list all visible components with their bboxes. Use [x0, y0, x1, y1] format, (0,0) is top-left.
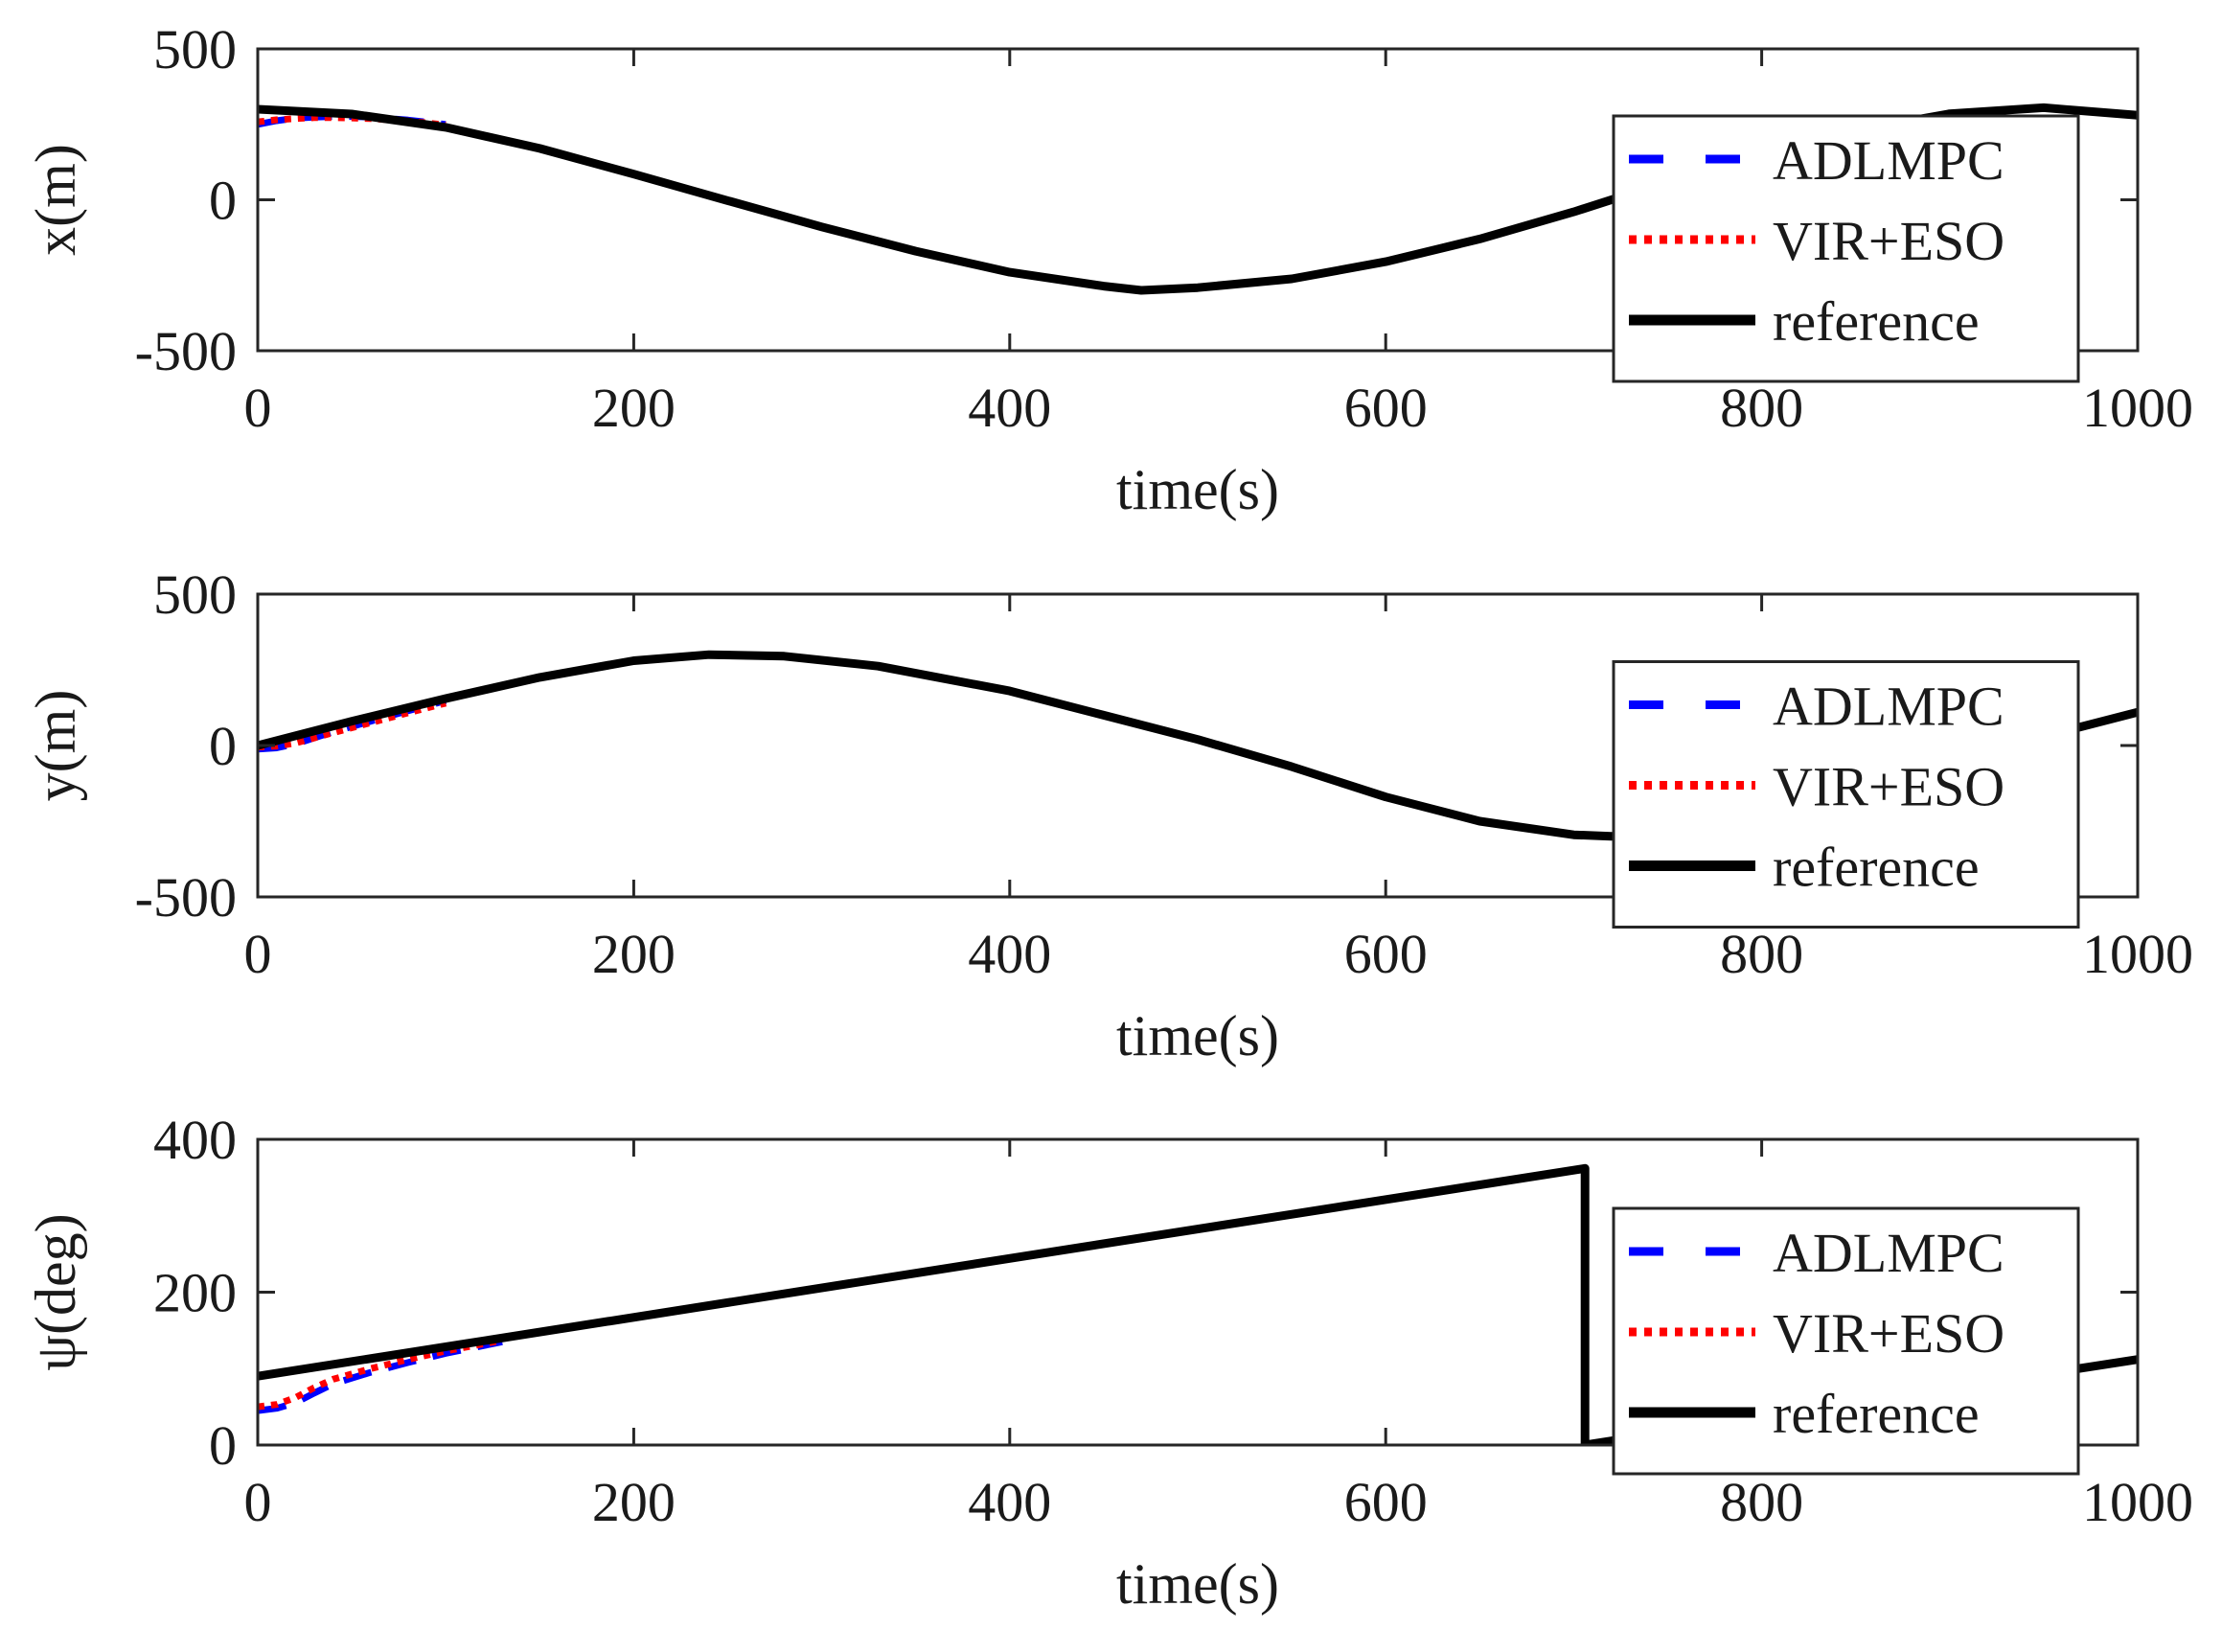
- legend-label: VIR+ESO: [1773, 1302, 2004, 1365]
- x-tick-label: 400: [968, 1471, 1051, 1533]
- x-tick-label: 200: [592, 923, 676, 985]
- y-tick-label: 0: [209, 170, 237, 232]
- y-tick-label: 0: [209, 1414, 237, 1477]
- y-axis-label: ψ(deg): [24, 1213, 87, 1370]
- subplot-3: 0 200 400 600 800 1000 0 200 400 time(s) ψ(deg) ADL…: [24, 1109, 2193, 1616]
- y-tick-label: 200: [153, 1262, 237, 1324]
- x-axis-label: time(s): [1116, 1004, 1279, 1067]
- x-tick-label: 800: [1720, 377, 1803, 439]
- legend-box: [1612, 114, 2080, 383]
- legend-label: reference: [1773, 1383, 1980, 1445]
- y-axis-label: x(m): [24, 144, 87, 256]
- legend-box: [1612, 1206, 2080, 1476]
- legend-box: [1612, 660, 2080, 929]
- x-tick-label: 1000: [2082, 923, 2193, 985]
- legend-label: ADLMPC: [1773, 1222, 2004, 1284]
- legend: ADLMPC VIR+ESO reference: [1612, 114, 2080, 383]
- series-line-vir-eso: [258, 700, 447, 751]
- legend-label: VIR+ESO: [1773, 210, 2004, 272]
- legend-label: reference: [1773, 837, 1980, 899]
- y-tick-label: 500: [153, 563, 237, 626]
- x-tick-label: 1000: [2082, 1471, 2193, 1533]
- y-axis-label: y(m): [24, 690, 87, 802]
- y-tick-label: 0: [209, 715, 237, 777]
- series-line-vir-eso: [258, 1337, 503, 1411]
- x-tick-label: 0: [244, 923, 272, 985]
- x-tick-label: 0: [244, 377, 272, 439]
- x-tick-label: 1000: [2082, 377, 2193, 439]
- y-tick-label: 400: [153, 1109, 237, 1171]
- legend: ADLMPC VIR+ESO reference: [1612, 660, 2080, 929]
- legend-label: ADLMPC: [1773, 129, 2004, 192]
- x-axis-label: time(s): [1116, 1552, 1279, 1616]
- series-line-adlmpc: [258, 1338, 503, 1414]
- x-tick-label: 400: [968, 923, 1051, 985]
- x-axis-label: time(s): [1116, 458, 1279, 521]
- legend-label: VIR+ESO: [1773, 756, 2004, 818]
- y-tick-label: -500: [135, 320, 237, 382]
- x-tick-label: 600: [1344, 377, 1428, 439]
- legend: ADLMPC VIR+ESO reference: [1612, 1206, 2080, 1476]
- x-tick-label: 600: [1344, 1471, 1428, 1533]
- x-tick-label: 400: [968, 377, 1051, 439]
- legend-label: ADLMPC: [1773, 676, 2004, 738]
- y-tick-label: -500: [135, 866, 237, 929]
- x-tick-label: 200: [592, 1471, 676, 1533]
- y-tick-label: 500: [153, 18, 237, 80]
- x-tick-label: 200: [592, 377, 676, 439]
- x-tick-label: 600: [1344, 923, 1428, 985]
- x-tick-label: 800: [1720, 1471, 1803, 1533]
- legend-label: reference: [1773, 290, 1980, 353]
- x-tick-label: 800: [1720, 923, 1803, 985]
- x-tick-label: 0: [244, 1471, 272, 1533]
